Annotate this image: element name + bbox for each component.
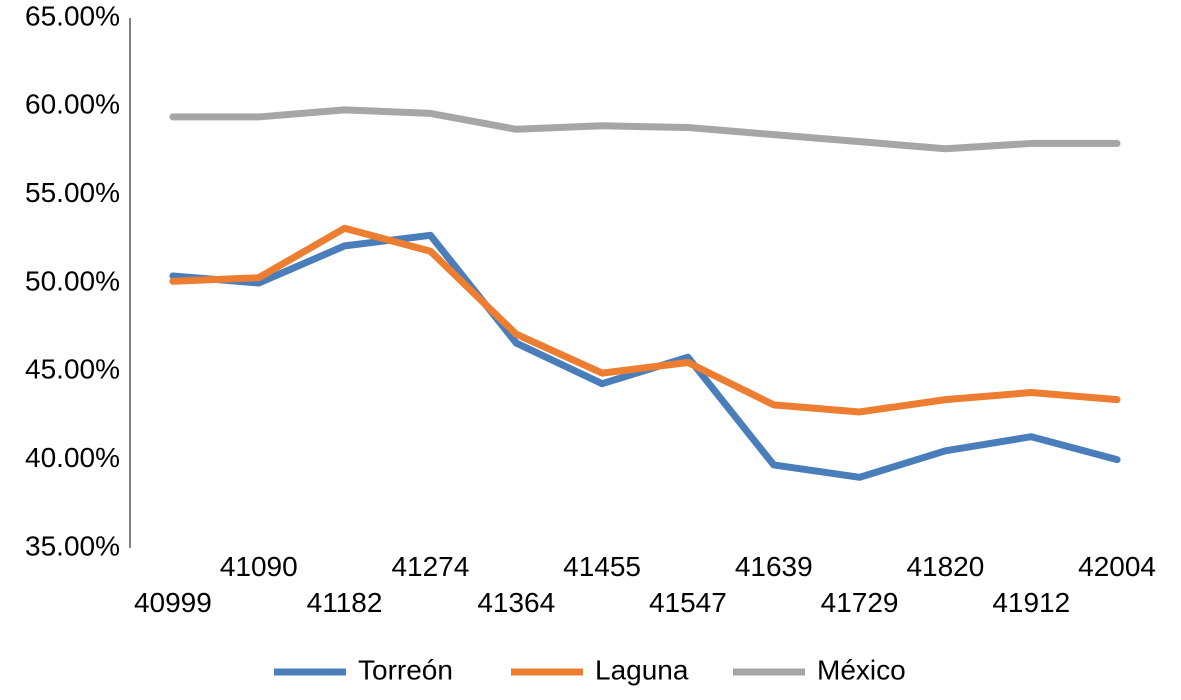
x-tick-label: 41090 bbox=[220, 551, 298, 582]
x-tick-label: 40999 bbox=[134, 587, 212, 618]
legend-label: Torreón bbox=[358, 654, 453, 685]
x-tick-label: 41274 bbox=[391, 551, 469, 582]
y-tick-label: 55.00% bbox=[25, 177, 120, 208]
x-tick-label: 42004 bbox=[1078, 551, 1156, 582]
legend-label: México bbox=[817, 654, 906, 685]
line-chart: 35.00% 40.00% 45.00% 50.00% 55.00% 60.00% 65.0… bbox=[0, 0, 1181, 700]
x-tick-label: 41547 bbox=[649, 587, 727, 618]
legend-label: Laguna bbox=[595, 654, 689, 685]
x-tick-label: 41729 bbox=[821, 587, 899, 618]
y-tick-label: 40.00% bbox=[25, 442, 120, 473]
x-tick-label: 41639 bbox=[735, 551, 813, 582]
x-tick-label: 41455 bbox=[563, 551, 641, 582]
x-tick-label: 41912 bbox=[992, 587, 1070, 618]
x-tick-label: 41182 bbox=[307, 587, 383, 618]
y-tick-label: 65.00% bbox=[25, 0, 120, 31]
chart-svg: 35.00% 40.00% 45.00% 50.00% 55.00% 60.00% 65.0… bbox=[0, 0, 1181, 700]
y-tick-label: 45.00% bbox=[25, 354, 120, 385]
y-tick-label: 50.00% bbox=[25, 265, 120, 296]
y-tick-label: 35.00% bbox=[25, 530, 120, 561]
y-tick-label: 60.00% bbox=[25, 89, 120, 120]
x-tick-label: 41364 bbox=[477, 587, 555, 618]
x-tick-label: 41820 bbox=[906, 551, 984, 582]
